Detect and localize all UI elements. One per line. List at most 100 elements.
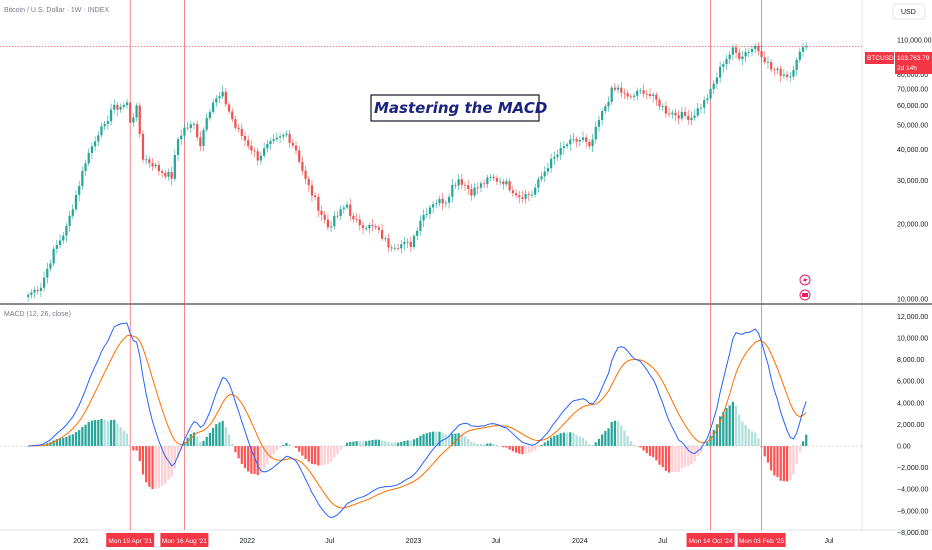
- macd-tick-label: −4,000.00: [897, 487, 928, 494]
- histogram-bar: [237, 446, 240, 459]
- candle-body: [795, 59, 798, 70]
- marker-tag-bg: [106, 533, 155, 547]
- candle-body: [553, 156, 556, 159]
- histogram-bar: [55, 439, 58, 446]
- candle-body: [243, 136, 247, 141]
- candle-body: [135, 105, 138, 118]
- histogram-bar: [607, 428, 610, 446]
- histogram-bar: [514, 446, 518, 453]
- histogram-bar: [78, 430, 81, 446]
- histogram-bar: [680, 446, 683, 469]
- histogram-bar: [763, 446, 766, 457]
- histogram-bar: [530, 446, 534, 453]
- price-tick-label: 60,000.00: [897, 103, 928, 110]
- candle-body: [610, 87, 613, 102]
- time-tick-label: Jul: [325, 538, 334, 545]
- candle-body: [776, 68, 779, 71]
- histogram-bar: [371, 440, 374, 446]
- candle-body: [658, 99, 661, 107]
- histogram-bar: [572, 432, 575, 446]
- histogram-bar: [387, 442, 390, 446]
- histogram-bar: [667, 446, 671, 473]
- histogram-bar: [58, 438, 62, 446]
- candle-body: [428, 207, 432, 214]
- candle-body: [687, 115, 690, 120]
- marker-tag-bg: [737, 533, 786, 547]
- histogram-bar: [553, 435, 556, 446]
- histogram-bar: [218, 422, 221, 446]
- histogram-bar: [738, 414, 741, 446]
- histogram-bar: [355, 441, 358, 446]
- candle-body: [259, 155, 263, 161]
- candle-body: [189, 124, 192, 129]
- candle-body: [801, 47, 805, 52]
- histogram-bar: [502, 446, 505, 448]
- candle-body: [556, 154, 559, 157]
- price-axis: 10,000.00 20,000.00 30,000.00 40,000.00 50,0…: [897, 38, 932, 304]
- title-box[interactable]: [370, 94, 540, 122]
- candle-body: [62, 235, 65, 241]
- candle-body: [537, 179, 540, 188]
- candle-body: [58, 240, 62, 246]
- histogram-bar: [310, 446, 314, 464]
- candle-body: [282, 135, 285, 137]
- histogram-bar: [569, 432, 572, 446]
- histogram-bar: [495, 444, 499, 446]
- candle-body: [470, 189, 473, 196]
- candle-body: [151, 162, 154, 167]
- histogram-bar: [428, 432, 432, 446]
- histogram-bar: [396, 442, 400, 446]
- currency-label: USD: [901, 9, 916, 16]
- histogram-bar: [610, 421, 613, 446]
- indicator-header: MACD (12, 26, close): [4, 311, 71, 318]
- histogram-bar: [211, 427, 215, 446]
- macd-tick-label: 6,000.00: [897, 379, 924, 386]
- candle-body: [747, 51, 750, 53]
- histogram-bar: [368, 440, 371, 446]
- histogram-bar: [489, 443, 492, 446]
- histogram-bar: [709, 435, 712, 446]
- histogram-bar: [304, 446, 307, 460]
- candle-body: [425, 213, 428, 215]
- lightning-glyph: [803, 276, 808, 284]
- candle-body: [770, 62, 773, 70]
- histogram-bar: [349, 441, 352, 446]
- candle-body: [113, 104, 116, 110]
- candle-body: [782, 74, 786, 76]
- candle-body: [725, 59, 728, 65]
- currency-button[interactable]: [892, 3, 926, 20]
- candle-body: [208, 111, 212, 119]
- candle-body: [406, 241, 409, 243]
- histogram-bar: [65, 436, 68, 446]
- histogram-bar: [122, 430, 125, 446]
- histogram-bar: [741, 421, 744, 446]
- histogram-bar: [779, 446, 782, 481]
- candle-body: [125, 102, 129, 106]
- histogram-bar: [661, 446, 664, 468]
- candle-body: [81, 171, 84, 187]
- candle-body: [616, 87, 620, 90]
- histogram-bar: [100, 418, 103, 446]
- candle-body: [323, 214, 326, 220]
- histogram-bar: [419, 435, 422, 446]
- candle-body: [572, 139, 575, 140]
- histogram-bar: [358, 441, 361, 446]
- candle-body: [371, 224, 374, 227]
- candle-body: [227, 104, 231, 112]
- histogram-bar: [412, 439, 416, 446]
- histogram-bar: [301, 446, 304, 456]
- candle-body: [390, 247, 393, 249]
- candle-body: [467, 185, 470, 190]
- candle-body: [569, 139, 572, 145]
- candle-body: [483, 183, 486, 185]
- candle-body: [90, 146, 94, 153]
- histogram-bar: [467, 438, 470, 446]
- histogram-bar: [486, 443, 489, 446]
- price-tag-countdown: 2d 14h: [897, 65, 917, 72]
- candle-body: [677, 115, 680, 119]
- histogram-bar: [441, 433, 444, 446]
- candle-body: [562, 146, 565, 149]
- candle-body: [186, 127, 189, 129]
